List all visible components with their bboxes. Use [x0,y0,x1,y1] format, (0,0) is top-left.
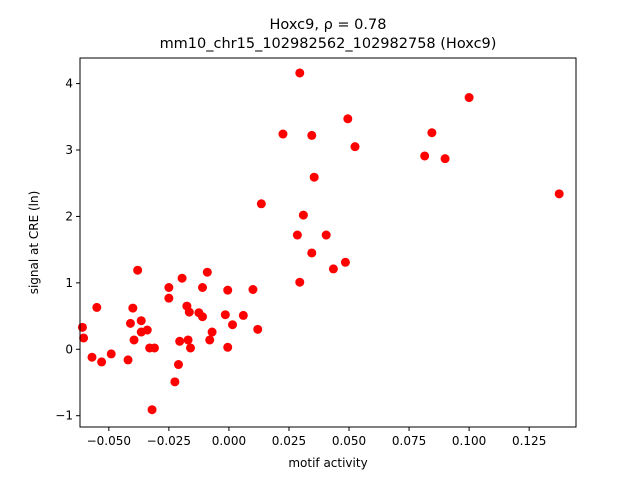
data-point [321,230,331,240]
y-tick-label: 1 [65,276,73,290]
data-point [183,335,193,345]
x-tick-label: 0.075 [392,434,426,448]
x-tick-label: 0.125 [512,434,546,448]
x-tick-label: −0.025 [147,434,191,448]
data-point [129,335,139,345]
data-point [133,265,143,275]
data-point [164,293,174,303]
data-point [202,267,212,277]
data-point [106,349,116,359]
data-point [464,93,474,103]
data-point [298,210,308,220]
data-point [170,377,180,387]
data-point [185,343,195,353]
data-point [307,130,317,140]
data-point [184,307,194,317]
data-point [228,320,238,330]
plot-area [77,68,564,415]
data-point [128,303,138,313]
data-point [175,336,185,346]
data-point [420,151,430,161]
data-point [173,360,183,370]
data-point [123,355,133,365]
chart-title-line1: Hoxc9, ρ = 0.78 [270,17,387,33]
data-point [253,324,263,334]
y-tick-label: 4 [65,77,73,91]
y-tick-label: −1 [55,409,73,423]
data-point [223,285,233,295]
data-point [207,327,217,337]
x-tick-label: 0.025 [272,434,306,448]
x-tick-label: −0.050 [87,434,131,448]
data-point [307,248,317,258]
data-point [197,312,207,322]
data-point [248,284,258,294]
y-axis-label: signal at CRE (ln) [27,191,41,295]
data-point [328,264,338,274]
x-axis-label: motif activity [288,456,367,470]
data-point [87,352,97,362]
data-point [79,333,89,343]
axes-frame [79,57,577,428]
y-tick-label: 2 [65,209,73,223]
x-tick-label: 0.000 [212,434,246,448]
data-point [295,68,305,78]
data-point [238,310,248,320]
y-tick-label: 0 [65,342,73,356]
data-point [427,128,437,138]
data-point [256,199,266,209]
data-point [147,405,157,415]
data-point [223,342,233,352]
data-point [295,277,305,287]
data-point [92,302,102,312]
x-tick-label: 0.100 [452,434,486,448]
chart-title-line2: mm10_chr15_102982562_102982758 (Hoxc9) [160,36,497,52]
data-point [350,142,360,152]
data-point [554,189,564,199]
data-point [440,154,450,164]
data-point [309,172,319,182]
data-point [292,230,302,240]
data-point [220,310,230,320]
data-point [97,357,107,367]
y-tick-label: 3 [65,143,73,157]
x-tick-label: 0.050 [332,434,366,448]
data-point [136,316,146,326]
data-point [149,343,159,353]
data-point [125,318,135,328]
data-point [177,273,187,283]
data-point [77,322,87,332]
data-point [343,114,353,124]
data-point [142,325,152,335]
data-point [340,257,350,267]
data-point [197,283,207,293]
data-point [278,129,288,139]
data-point [164,283,174,293]
data-point [205,335,215,345]
